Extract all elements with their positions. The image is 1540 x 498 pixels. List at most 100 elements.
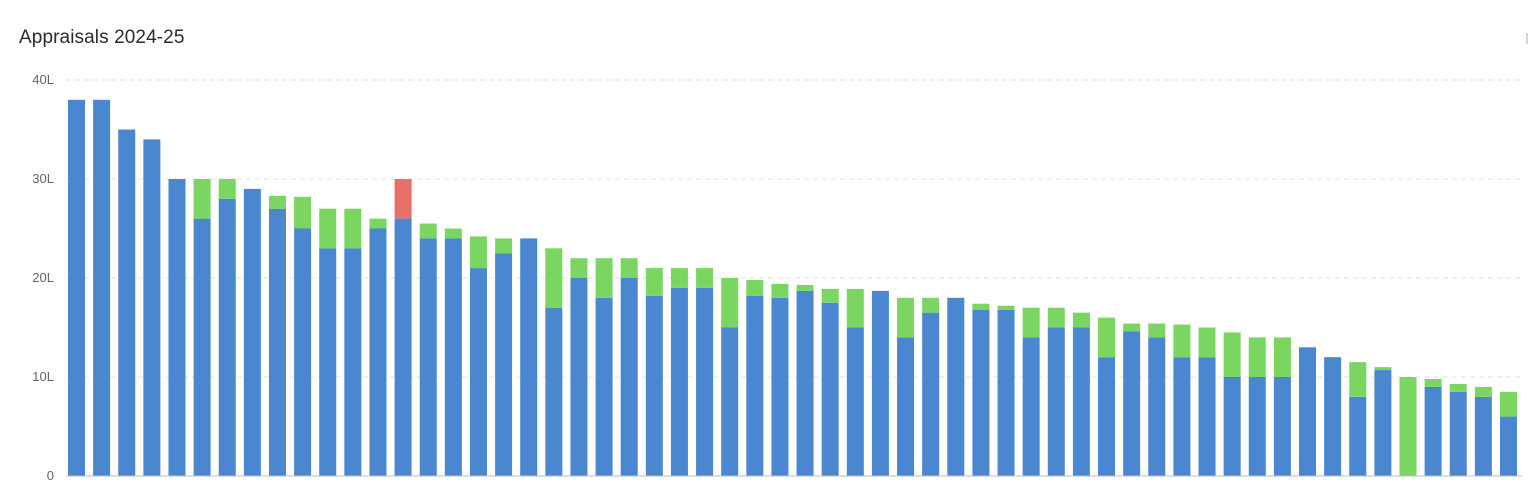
bar-increase xyxy=(319,208,337,249)
y-tick-label: 30L xyxy=(32,171,54,186)
bar-base xyxy=(1173,357,1191,476)
bar-base xyxy=(495,253,513,476)
bar-base xyxy=(344,248,362,476)
y-tick-label: 10L xyxy=(32,369,54,384)
bar-base xyxy=(1148,337,1166,476)
bar-increase xyxy=(218,179,236,199)
bar-base xyxy=(545,307,563,476)
bar-base xyxy=(1299,347,1317,476)
bar-base xyxy=(394,218,412,476)
bar-increase xyxy=(294,196,312,229)
bar-base xyxy=(972,309,990,476)
bar-increase xyxy=(469,236,487,269)
bar-base xyxy=(419,238,437,476)
bar-increase xyxy=(570,258,588,278)
bar-base xyxy=(369,228,387,476)
bar-increase xyxy=(1248,337,1266,377)
bar-base xyxy=(620,278,638,476)
bar-increase xyxy=(1022,307,1040,338)
bar-base xyxy=(1474,396,1492,476)
y-axis-ticks: 0 10L 20L 30L 40L xyxy=(32,72,54,483)
bar-base xyxy=(922,312,940,476)
bar-increase xyxy=(1098,317,1116,358)
bar-base xyxy=(118,129,136,476)
bar-base xyxy=(1449,391,1467,476)
bar-increase xyxy=(369,218,387,229)
bar-base xyxy=(168,179,186,476)
bar-increase xyxy=(1424,378,1442,387)
bar-increase xyxy=(670,268,688,288)
bar-base xyxy=(268,208,286,476)
bar-increase xyxy=(545,248,563,308)
bar-base xyxy=(1047,327,1065,476)
bar-base xyxy=(796,290,814,476)
y-tick-label: 20L xyxy=(32,270,54,285)
bar-base xyxy=(595,297,613,476)
bar-increase xyxy=(997,305,1015,310)
bar-increase xyxy=(1173,324,1191,358)
bar-increase xyxy=(1223,332,1241,377)
bar-base xyxy=(846,327,864,476)
bar-increase xyxy=(846,288,864,328)
bar-base xyxy=(997,309,1015,476)
bars-layer xyxy=(68,99,1517,477)
bar-increase xyxy=(746,279,764,296)
bar-base xyxy=(193,218,211,476)
bar-base xyxy=(871,290,889,476)
bar-base xyxy=(1022,337,1040,476)
bar-base xyxy=(1374,370,1392,476)
bar-increase xyxy=(645,268,663,296)
bar-base xyxy=(645,295,663,476)
bar-increase xyxy=(1047,307,1065,328)
bar-increase xyxy=(1399,377,1417,476)
bar-base xyxy=(696,287,714,476)
bar-base xyxy=(1424,386,1442,476)
bar-base xyxy=(1223,377,1241,476)
bar-increase xyxy=(344,208,362,249)
bar-base xyxy=(243,188,261,476)
bar-increase xyxy=(696,268,714,288)
bar-increase xyxy=(444,228,462,239)
bar-increase xyxy=(1148,323,1166,338)
bar-increase xyxy=(1349,362,1367,397)
bar-base xyxy=(319,248,337,476)
bar-increase xyxy=(771,283,789,298)
bar-increase xyxy=(922,297,940,313)
y-tick-label: 40L xyxy=(32,72,54,87)
bar-base xyxy=(570,278,588,476)
bar-increase xyxy=(419,223,437,239)
bar-base xyxy=(469,268,487,476)
bar-increase xyxy=(1273,337,1291,377)
bar-base xyxy=(821,302,839,476)
bar-increase xyxy=(1374,367,1392,371)
bar-increase xyxy=(1474,386,1492,397)
bar-base xyxy=(68,99,85,477)
bar-base xyxy=(1098,357,1116,476)
bar-base xyxy=(947,297,965,476)
bar-base xyxy=(1248,377,1266,476)
bar-increase xyxy=(1072,312,1090,328)
bar-increase xyxy=(1198,327,1216,358)
bar-base xyxy=(218,198,236,477)
bar-base xyxy=(897,337,915,476)
y-tick-label: 0 xyxy=(47,468,54,483)
bar-base xyxy=(771,297,789,476)
bar-base xyxy=(444,238,462,476)
bar-increase xyxy=(1123,323,1141,332)
bar-decrease xyxy=(394,179,412,219)
bar-base xyxy=(1324,357,1342,476)
bar-base xyxy=(1500,416,1517,476)
bar-increase xyxy=(495,238,513,254)
bar-base xyxy=(670,287,688,476)
bar-increase xyxy=(1500,391,1517,417)
bar-base xyxy=(520,238,538,476)
bar-base xyxy=(721,327,739,476)
bar-increase xyxy=(1449,383,1467,392)
corner-mark xyxy=(1526,33,1528,44)
bar-increase xyxy=(595,258,613,298)
chart-title: Appraisals 2024-25 xyxy=(19,27,185,48)
bar-base xyxy=(93,99,111,477)
bar-base xyxy=(294,228,312,476)
bar-increase xyxy=(620,258,638,278)
